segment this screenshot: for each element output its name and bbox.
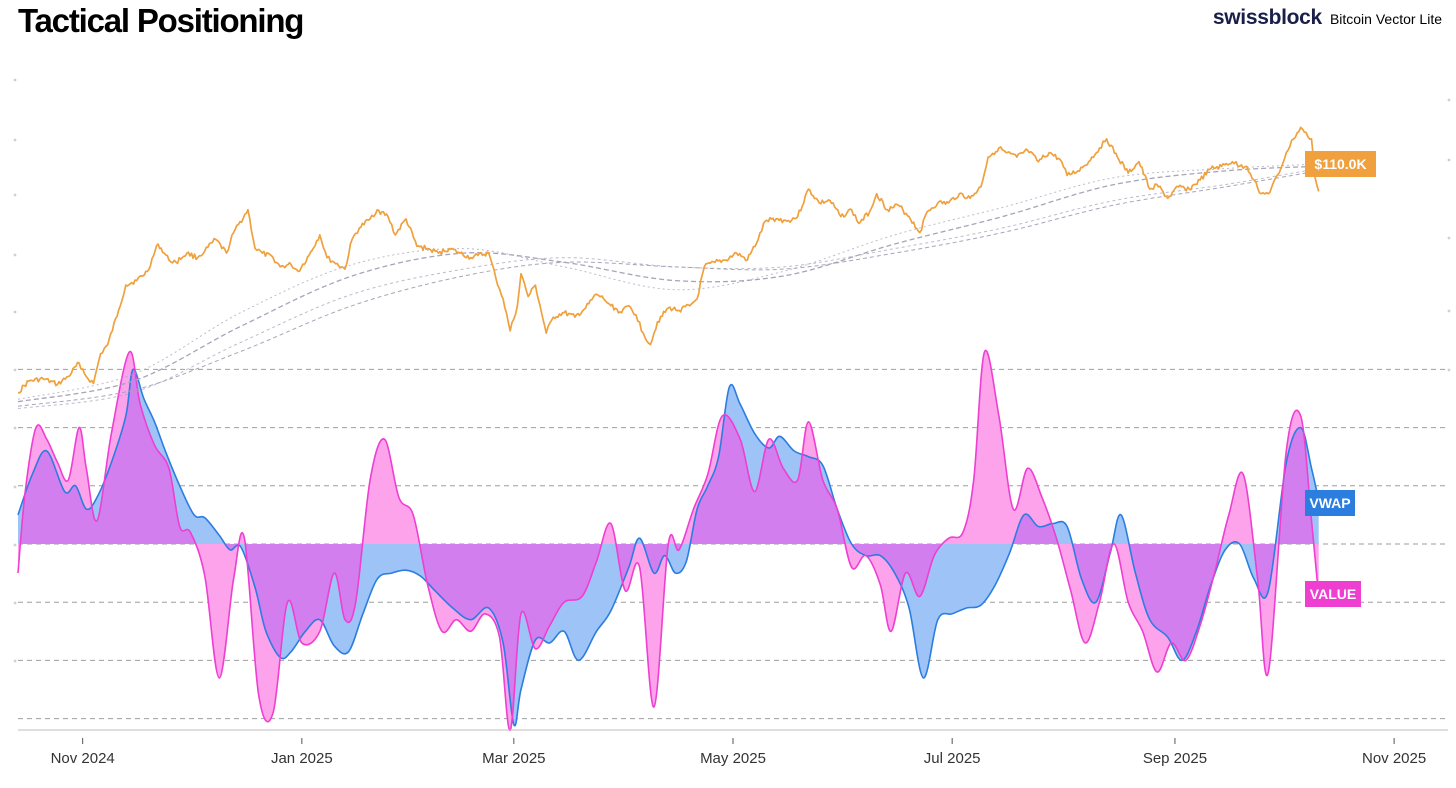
value-tag	[1305, 581, 1361, 607]
price-layer	[17, 126, 1320, 394]
x-tick-label: Jul 2025	[924, 750, 981, 767]
brand-logo: swissblock	[1212, 6, 1322, 29]
right-edge-dot	[1447, 236, 1451, 240]
left-edge-dot	[13, 253, 17, 257]
brand: swissblock Bitcoin Vector Lite	[1213, 6, 1442, 30]
x-tick-label: Jan 2025	[271, 750, 333, 767]
right-edge-dot	[1447, 98, 1451, 102]
oscillator-lines	[17, 349, 1320, 732]
vwap-tag-label: VWAP	[1309, 495, 1350, 511]
value-area	[18, 350, 1319, 731]
price-tag	[1305, 151, 1376, 177]
left-edge-dot	[13, 659, 17, 663]
x-tick-label: Sep 2025	[1143, 750, 1207, 767]
left-edge-dot	[13, 601, 17, 605]
vwap-tag	[1305, 490, 1355, 516]
price-tag-label: $110.0K	[1314, 156, 1366, 172]
brand-product-name: Bitcoin Vector Lite	[1329, 11, 1442, 27]
left-edge-dot	[13, 543, 17, 547]
x-tick-label: Nov 2024	[51, 750, 115, 767]
right-edge-dot	[1447, 368, 1451, 372]
chart-title: Tactical Positioning	[18, 2, 304, 39]
price-line	[17, 126, 1320, 394]
series-tags: $110.0K VWAP VALUE	[1305, 151, 1376, 607]
left-edge-dot	[13, 426, 17, 430]
moving-average-line	[17, 168, 1319, 410]
left-edge-dot	[13, 193, 17, 197]
value-tag-label: VALUE	[1310, 586, 1356, 602]
moving-average-lines	[17, 163, 1319, 410]
x-tick-label: Nov 2025	[1362, 750, 1426, 767]
edge-dots	[13, 78, 1451, 663]
moving-average-line	[17, 165, 1319, 403]
left-edge-dot	[13, 485, 17, 489]
x-axis: Nov 2024 Jan 2025 Mar 2025 May 2025 Jul 2025…	[18, 729, 1448, 767]
left-edge-dot	[13, 368, 17, 372]
right-edge-dot	[1447, 158, 1451, 162]
left-edge-dot	[13, 78, 17, 82]
right-edge-dot	[1447, 309, 1451, 313]
x-tick-label: Mar 2025	[482, 750, 545, 767]
moving-average-line	[17, 170, 1319, 407]
x-tick-label: May 2025	[700, 750, 766, 767]
value-line	[17, 349, 1320, 732]
left-edge-dot	[13, 310, 17, 314]
moving-average-line	[17, 163, 1319, 400]
left-edge-dot	[13, 138, 17, 142]
